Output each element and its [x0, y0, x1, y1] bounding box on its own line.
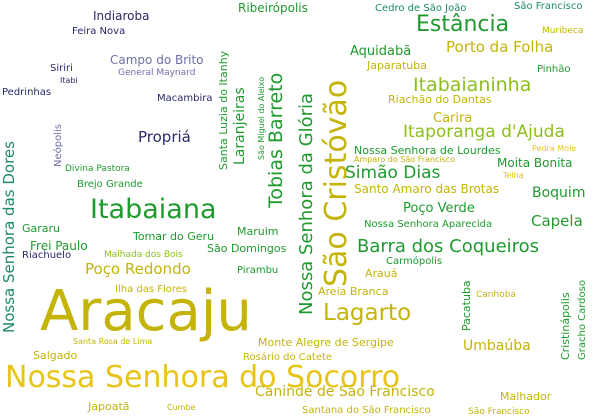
word-senhora-lourdes: Nossa Senhora de Lourdes — [354, 144, 501, 157]
word-riachuelo: Riachuelo — [22, 250, 72, 261]
word-umbauba: Umbaúba — [463, 338, 531, 354]
word-aracaju: Aracaju — [40, 279, 252, 344]
word-carmopolis: Carmópolis — [386, 256, 443, 267]
word-tobias-barreto: Tobias Barreto — [265, 72, 287, 208]
word-pedra-mole: Pedra Mole — [532, 144, 577, 153]
word-barra-dos-coqueiros: Barra dos Coqueiros — [357, 236, 540, 257]
word-divina-pastora: Divina Pastora — [65, 164, 130, 174]
word-sao-francisco-top: São Francisco — [514, 1, 583, 12]
word-santo-amaro: Santo Amaro das Brotas — [354, 182, 500, 196]
word-pedrinhas: Pedrinhas — [2, 87, 52, 98]
word-itabaianinha: Itabaianinha — [413, 74, 532, 96]
word-malhador: Malhador — [500, 390, 552, 403]
word-boquim: Boquim — [532, 185, 586, 201]
word-laranjeiras: Laranjeiras — [232, 87, 248, 165]
word-pinhao: Pinhão — [537, 64, 571, 75]
word-maruim: Maruim — [237, 225, 279, 238]
word-telha: Telha — [503, 171, 524, 180]
word-cumbe: Cumbe — [167, 403, 196, 412]
word-caninde: Canindé de São Francisco — [255, 384, 435, 400]
word-salgado: Salgado — [33, 349, 78, 362]
word-siriri: Siriri — [50, 63, 73, 74]
word-general-maynard: General Maynard — [118, 68, 196, 78]
word-gracho-cardoso: Gracho Cardoso — [577, 280, 588, 360]
word-sao-domingos: São Domingos — [207, 242, 287, 255]
word-rosario: Rosário do Catete — [243, 352, 333, 363]
word-propria: Propriá — [138, 128, 191, 146]
word-ilha-das-flores: Ilha das Flores — [115, 284, 188, 295]
word-japaratuba: Japaratuba — [367, 59, 427, 72]
word-poco-verde: Poço Verde — [403, 201, 475, 216]
word-feira-nova: Feira Nova — [72, 26, 126, 37]
word-campo-do-brito: Campo do Brito — [110, 53, 204, 67]
word-estancia: Estância — [416, 12, 510, 37]
word-santana: Santana do São Francisco — [302, 405, 431, 416]
word-senhora-da-gloria: Nossa Senhora da Glória — [296, 92, 317, 315]
word-brejo-grande: Brejo Grande — [77, 179, 143, 190]
word-monte-alegre: Monte Alegre de Sergipe — [258, 336, 394, 349]
word-cedro: Cedro de São João — [375, 3, 467, 14]
word-ribeiropolis: Ribeirópolis — [238, 1, 308, 15]
word-lagarto: Lagarto — [323, 300, 412, 326]
word-tomar-do-geru: Tomar do Geru — [133, 230, 215, 243]
word-poco-redondo: Poço Redondo — [85, 260, 191, 278]
word-itabaiana: Itabaiana — [90, 194, 217, 225]
word-santa-luzia: Santa Luzia do Itanhy — [217, 50, 230, 170]
word-moita-bonita: Moita Bonita — [497, 156, 573, 170]
word-sao-cristovao: São Cristóvão — [319, 79, 354, 287]
word-neopolis: Neópolis — [53, 124, 64, 167]
word-carira: Carira — [433, 111, 473, 126]
word-araua: Arauá — [365, 267, 398, 280]
word-malhada-dos-bois: Malhada dos Bois — [104, 250, 183, 260]
word-porto-da-folha: Porto da Folha — [446, 38, 554, 56]
word-capela: Capela — [531, 212, 583, 230]
word-indiaroba: Indiaroba — [93, 9, 150, 23]
word-japoata: Japoatã — [88, 400, 130, 413]
word-riachao: Riachão do Dantas — [388, 93, 492, 106]
word-muribeca: Muribeca — [542, 26, 584, 36]
word-areia-branca: Areia Branca — [318, 285, 389, 298]
word-macambira: Macambira — [157, 93, 213, 104]
word-amparo: Amparo do São Francisco — [354, 155, 456, 164]
word-cristinapolis: Cristinápolis — [559, 292, 572, 360]
word-santa-rosa: Santa Rosa de Lima — [73, 337, 153, 346]
word-frei-paulo: Frei Paulo — [30, 239, 88, 253]
word-senhora-do-socorro: Nossa Senhora do Socorro — [5, 360, 401, 395]
word-pacatuba: Pacatuba — [460, 280, 473, 331]
word-canhoba: Canhoba — [476, 290, 516, 300]
word-pirambu: Pirambu — [237, 265, 279, 276]
word-itabi: Itabi — [60, 76, 78, 85]
word-senhora-das-dores: Nossa Senhora das Dores — [0, 141, 18, 333]
word-senhora-aparecida: Nossa Senhora Aparecida — [364, 219, 493, 230]
word-simao-dias: Simão Dias — [345, 163, 441, 183]
word-itaporanga: Itaporanga d'Ajuda — [403, 122, 565, 142]
word-aquidaba: Aquidabã — [350, 44, 412, 59]
word-sao-francisco-bottom: São Francisco — [468, 407, 530, 417]
word-gararu: Gararu — [22, 222, 61, 235]
